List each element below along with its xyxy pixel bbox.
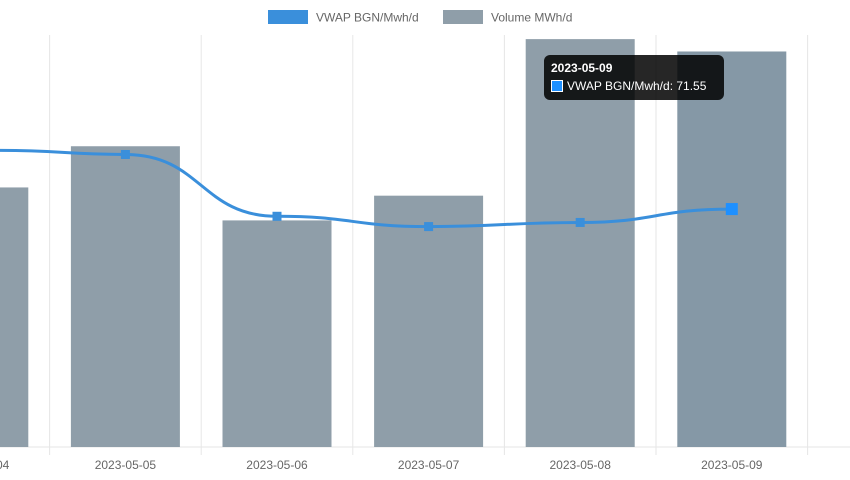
vwap-line-series xyxy=(0,148,738,232)
legend-swatch-vwap[interactable] xyxy=(268,10,308,24)
tooltip-row: VWAP BGN/Mwh/d: 71.55 xyxy=(551,79,717,93)
volume-bar[interactable] xyxy=(70,146,180,448)
x-tick-label: 2023-05-07 xyxy=(398,458,460,472)
x-tick-label: 2023-05-08 xyxy=(550,458,612,472)
volume-bar[interactable] xyxy=(525,39,635,448)
tooltip-color-swatch xyxy=(551,80,563,92)
vwap-line xyxy=(0,148,732,229)
x-tick-label: 04 xyxy=(0,458,10,472)
tooltip-title: 2023-05-09 xyxy=(551,61,613,75)
vwap-point[interactable] xyxy=(575,217,585,227)
tooltip: 2023-05-09 VWAP BGN/Mwh/d: 71.55 xyxy=(544,55,724,100)
legend-swatch-volume[interactable] xyxy=(443,10,483,24)
volume-bar[interactable] xyxy=(222,220,332,447)
x-axis: 04 2023-05-05 2023-05-06 2023-05-07 2023-05-… xyxy=(0,458,763,472)
legend-label-volume[interactable]: Volume MWh/d xyxy=(491,11,572,25)
vwap-point[interactable] xyxy=(120,149,130,159)
x-tick-label: 2023-05-06 xyxy=(246,458,308,472)
tooltip-label: VWAP BGN/Mwh/d: 71.55 xyxy=(567,79,707,93)
volume-bars xyxy=(0,39,787,448)
vwap-point[interactable] xyxy=(272,211,282,221)
vwap-point[interactable] xyxy=(725,203,738,216)
x-tick-label: 2023-05-05 xyxy=(95,458,157,472)
vwap-point[interactable] xyxy=(424,222,434,232)
legend-label-vwap[interactable]: VWAP BGN/Mwh/d xyxy=(316,11,419,25)
legend: VWAP BGN/Mwh/d Volume MWh/d xyxy=(268,10,572,25)
volume-bar[interactable] xyxy=(0,187,29,447)
x-tick-label: 2023-05-09 xyxy=(701,458,763,472)
volume-bar[interactable] xyxy=(374,195,484,447)
volume-bar[interactable] xyxy=(677,51,787,447)
